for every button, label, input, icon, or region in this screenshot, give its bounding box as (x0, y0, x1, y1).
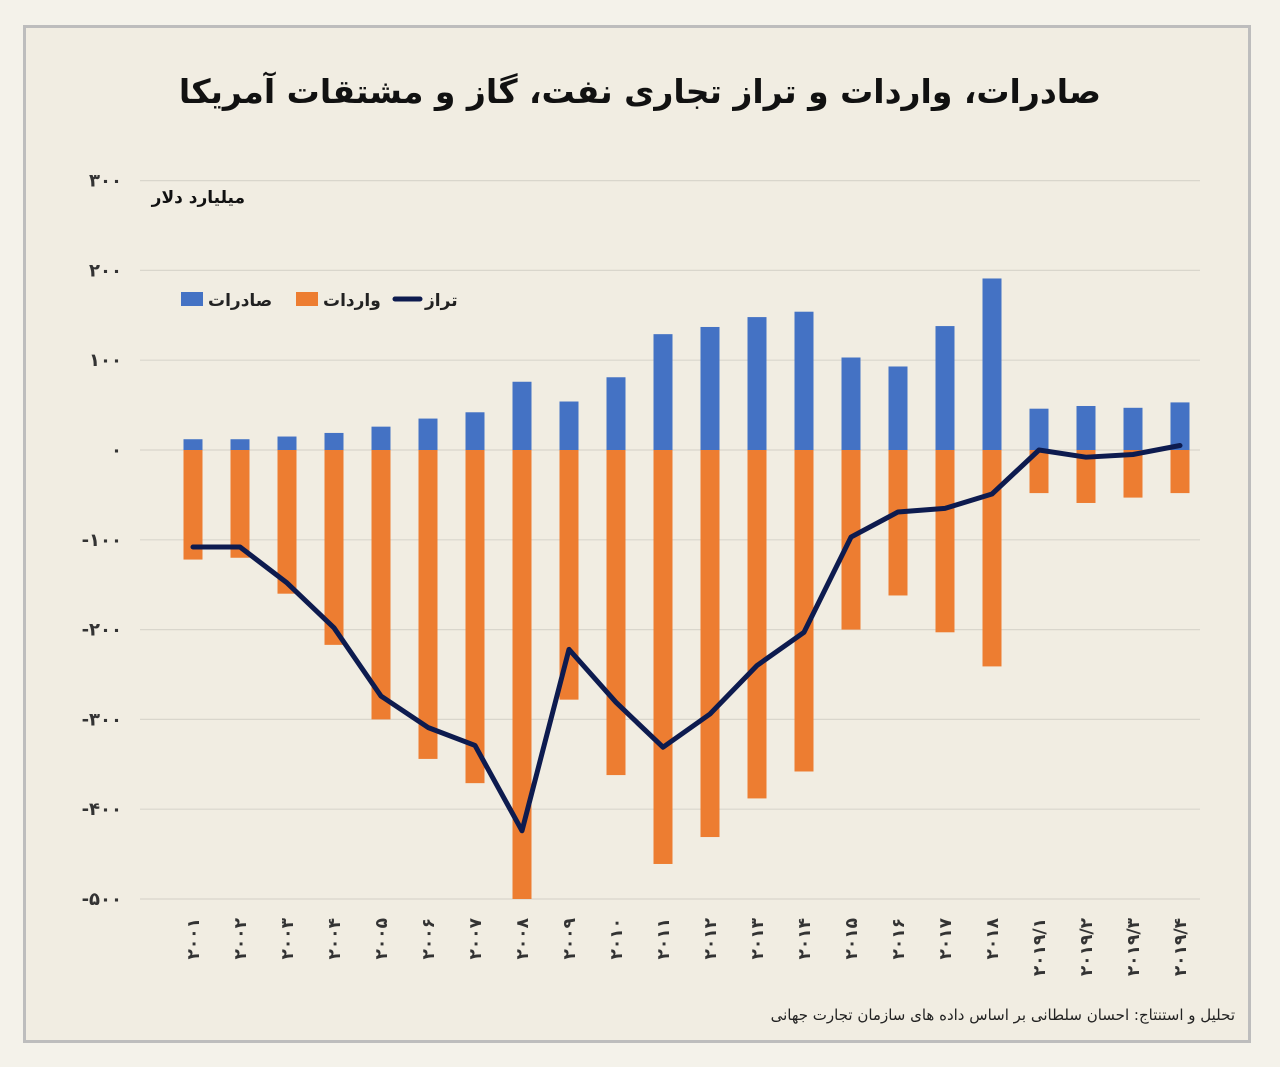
bar (183, 450, 203, 560)
y-tick-label: ۲۰۰ (89, 260, 122, 281)
bar (230, 439, 250, 450)
chart-title: صادرات، واردات و تراز تجاری نفت، گاز و م… (178, 72, 1102, 111)
x-tick-label: ۲۰۰۲ (231, 917, 251, 959)
legend-label-balance: تراز (424, 291, 458, 311)
x-tick-label: ۲۰۱۳ (748, 917, 768, 959)
bar (418, 450, 438, 759)
legend-label-exports: صادرات (208, 291, 272, 311)
bar (653, 450, 673, 864)
x-tick-label: ۲۰۱۹/۴ (1171, 918, 1191, 976)
bar (1076, 405, 1096, 450)
x-tick-label: ۲۰۱۷ (936, 917, 956, 959)
x-tick-label: ۲۰۰۵ (372, 918, 392, 960)
bar (371, 426, 391, 450)
chart-frame (23, 25, 1251, 1043)
bar (512, 381, 532, 450)
x-tick-label: ۲۰۱۲ (701, 917, 721, 959)
x-tick-label: ۲۰۰۴ (325, 918, 345, 960)
x-tick-label: ۲۰۱۹/۱ (1030, 918, 1050, 976)
bar (1170, 402, 1190, 450)
bar (230, 450, 250, 558)
x-tick-label: ۲۰۰۸ (513, 917, 533, 959)
y-tick-label: ۱۰۰ (89, 350, 122, 371)
bar (606, 450, 626, 776)
bar (371, 450, 391, 720)
legend-swatch-exports (181, 292, 203, 306)
x-tick-label: ۲۰۱۵ (842, 918, 862, 960)
bar (935, 450, 955, 633)
bar (653, 334, 673, 450)
y-axis-unit-label: میلیارد دلار (151, 188, 245, 208)
bar (1123, 407, 1143, 450)
bars (183, 278, 1190, 899)
bar (700, 326, 720, 450)
bar (700, 450, 720, 838)
y-tick-label: -۵۰۰ (82, 889, 122, 910)
bar (324, 450, 344, 645)
balance-line (190, 443, 1183, 834)
bar (465, 450, 485, 784)
bar (559, 450, 579, 700)
balance-line-layer (190, 443, 1183, 834)
x-tick-label: ۲۰۱۴ (795, 918, 815, 960)
bar (1123, 450, 1143, 498)
bar (747, 450, 767, 799)
bar (277, 436, 297, 450)
y-axis-ticks: ۳۰۰ ۲۰۰ ۱۰۰ ۰ -۱۰۰ -۲۰۰ -۳۰۰ -۴۰۰ -۵۰۰ (82, 171, 122, 910)
bar (324, 432, 344, 450)
bar (794, 311, 814, 450)
bar (794, 450, 814, 772)
bar (982, 278, 1002, 450)
bar (559, 401, 579, 450)
x-tick-label: ۲۰۱۶ (889, 918, 909, 960)
source-note: تحلیل و استنتاج: احسان سلطانی بر اساس دا… (770, 1006, 1235, 1024)
bar (888, 366, 908, 450)
x-tick-label: ۲۰۰۳ (278, 917, 298, 959)
bar (1029, 450, 1049, 494)
y-tick-label: -۲۰۰ (82, 620, 122, 641)
bar (841, 357, 861, 450)
x-tick-label: ۲۰۱۱ (654, 918, 674, 960)
bar (1170, 450, 1190, 494)
x-tick-label: ۲۰۰۷ (466, 917, 486, 959)
bar (982, 450, 1002, 667)
y-tick-label: ۳۰۰ (89, 171, 122, 192)
bar (935, 326, 955, 450)
bar (1076, 450, 1096, 503)
legend-swatch-imports (296, 292, 318, 306)
x-tick-label: ۲۰۱۹/۳ (1124, 917, 1144, 976)
y-tick-label: -۳۰۰ (82, 709, 122, 730)
x-tick-label: ۲۰۱۹/۲ (1077, 917, 1097, 976)
bar (888, 450, 908, 596)
x-tick-label: ۲۰۱۸ (983, 917, 1003, 959)
x-tick-label: ۲۰۱۰ (607, 918, 627, 960)
bar (606, 377, 626, 450)
bar (418, 418, 438, 450)
x-axis-ticks: ۲۰۰۱ ۲۰۰۲ ۲۰۰۳ ۲۰۰۴ ۲۰۰۵ ۲۰۰۶ ۲۰۰۷ ۲۰۰۸ ۲۰۰۹ ۲۰۱۰… (184, 917, 1191, 976)
bar (183, 439, 203, 450)
y-tick-label: -۱۰۰ (82, 530, 122, 551)
legend: صادرات واردات تراز (181, 291, 458, 311)
x-tick-label: ۲۰۰۱ (184, 918, 204, 960)
x-tick-label: ۲۰۰۹ (560, 917, 580, 959)
x-tick-label: ۲۰۰۶ (419, 918, 439, 960)
bar (465, 412, 485, 450)
bar (747, 317, 767, 450)
y-tick-label: ۰ (111, 440, 122, 461)
bar (1029, 408, 1049, 450)
legend-label-imports: واردات (323, 291, 381, 311)
bar (512, 450, 532, 899)
y-tick-label: -۴۰۰ (82, 799, 122, 820)
bar (277, 450, 297, 594)
